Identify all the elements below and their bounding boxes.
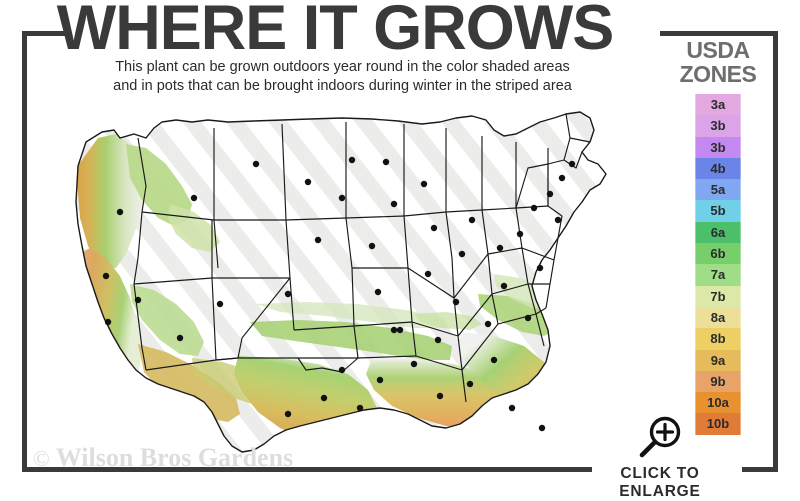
click-to-enlarge-control[interactable]: CLICK TO ENLARGE xyxy=(580,415,740,501)
enlarge-label: CLICK TO ENLARGE xyxy=(619,465,701,500)
subtitle-line-1: This plant can be grown outdoors year ro… xyxy=(115,59,570,75)
zone-swatch-7a-8: 7a xyxy=(695,264,741,286)
zone-swatch-3a-0: 3a xyxy=(695,94,741,116)
zone-swatch-3b-2: 3b xyxy=(695,136,741,158)
zone-swatch-10a-14: 10a xyxy=(695,392,741,414)
city-marker-dots xyxy=(102,156,576,432)
usa-map-svg xyxy=(75,111,607,453)
zone-swatch-7b-9: 7b xyxy=(695,285,741,307)
watermark-text: Wilson Bros Gardens xyxy=(55,443,294,472)
state-boundaries xyxy=(75,111,607,453)
zone-swatch-8b-11: 8b xyxy=(695,328,741,350)
zone-swatch-8a-10: 8a xyxy=(695,306,741,329)
zone-swatch-4b-3: 4b xyxy=(695,157,741,180)
legend-title: USDA ZONES xyxy=(668,38,768,86)
hardiness-zone-map[interactable] xyxy=(42,108,652,458)
legend-title-line-2: ZONES xyxy=(679,61,757,87)
zone-swatch-6b-7: 6b xyxy=(695,243,741,265)
legend-swatch-list: 3a 3b 3b 4b 5a 5b 6a 6b 7a 7b 8a 8b 9a 9b 10a 10b xyxy=(695,94,741,435)
frame-border-bottom-right xyxy=(742,467,778,472)
frame-border-bottom-left xyxy=(22,467,592,472)
frame-border-right xyxy=(773,31,778,472)
zone-swatch-9b-13: 9b xyxy=(695,370,741,393)
zone-swatch-5a-4: 5a xyxy=(695,179,741,201)
subtitle: This plant can be grown outdoors year ro… xyxy=(30,58,655,96)
frame-border-top-left xyxy=(22,31,69,36)
frame-border-left xyxy=(22,31,27,472)
zone-swatch-6a-6: 6a xyxy=(695,221,741,244)
frame-border-top-right xyxy=(660,31,778,36)
copyright-icon: © xyxy=(33,446,50,471)
usda-zones-legend: USDA ZONES 3a 3b 3b 4b 5a 5b 6a 6b 7a 7b 8a 8b 9a 9b 1… xyxy=(668,38,768,435)
zone-swatch-3b-1: 3b xyxy=(695,115,741,137)
zone-swatch-9a-12: 9a xyxy=(695,349,741,371)
zone-swatch-10b-15: 10b xyxy=(695,413,741,435)
magnifier-plus-icon[interactable] xyxy=(634,415,686,459)
subtitle-line-2: and in pots that can be brought indoors … xyxy=(113,78,572,94)
page-title: WHERE IT GROWS xyxy=(56,0,614,63)
legend-title-line-1: USDA xyxy=(686,37,750,63)
watermark: © Wilson Bros Gardens xyxy=(33,443,293,473)
zone-swatch-5b-5: 5b xyxy=(695,200,741,222)
